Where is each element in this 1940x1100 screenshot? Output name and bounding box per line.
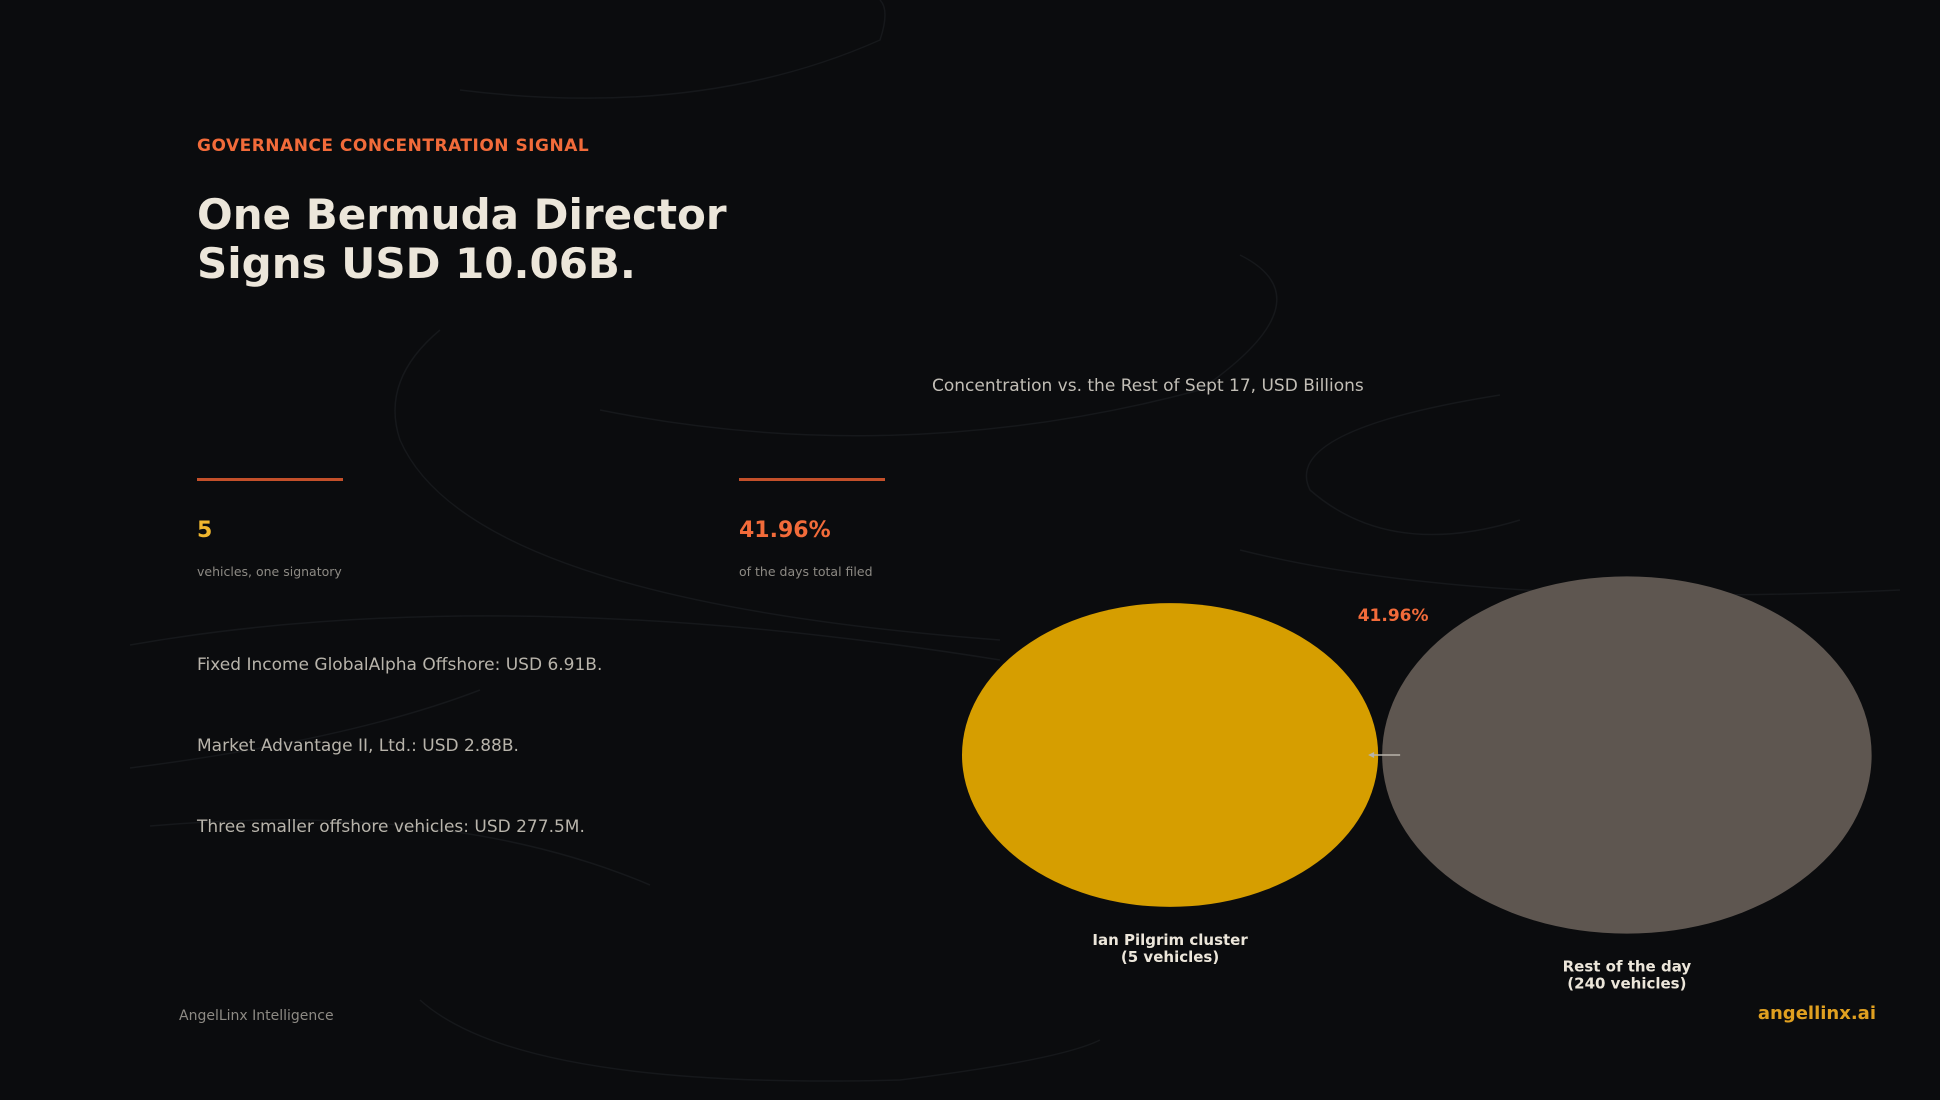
decor-arc	[599, 254, 1278, 437]
bubble-label: Ian Pilgrim cluster (5 vehicles)	[1092, 931, 1248, 966]
annotation-arrowhead	[1368, 752, 1375, 758]
footer-brand: AngelLinx Intelligence	[179, 1008, 334, 1024]
label-line: Rest of the day	[1563, 958, 1692, 976]
bubble	[1382, 576, 1872, 934]
annotation: 41.96%	[1358, 606, 1429, 626]
decor-arc	[129, 689, 481, 769]
decor-arc	[129, 615, 1001, 661]
label-line: (240 vehicles)	[1567, 975, 1686, 993]
decor-arc	[419, 999, 1101, 1082]
decor-arc	[1239, 549, 1901, 596]
decor-arc	[459, 0, 886, 99]
decor-arc	[394, 329, 1001, 641]
decor-arc	[149, 819, 651, 886]
bullet-text: Three smaller offshore vehicles: USD 277…	[197, 817, 585, 837]
stat-value: 41.96%	[739, 518, 831, 543]
bullet-text: Market Advantage II, Ltd.: USD 2.88B.	[197, 736, 519, 756]
bubble	[961, 603, 1379, 907]
stat-caption: vehicles, one signatory	[197, 564, 342, 579]
label-line: Ian Pilgrim cluster	[1092, 931, 1248, 949]
bullet-text: Fixed Income GlobalAlpha Offshore: USD 6…	[197, 655, 603, 675]
bubble-label: Rest of the day (240 vehicles)	[1563, 958, 1692, 993]
label-line: (5 vehicles)	[1121, 948, 1219, 966]
stat-caption: of the days total filed	[739, 564, 873, 579]
headline: One Bermuda Director Signs USD 10.06B.	[197, 190, 727, 288]
decor-arc	[1305, 394, 1521, 536]
stat-rule	[739, 478, 885, 481]
stat-rule	[197, 478, 343, 481]
chart-title: Concentration vs. the Rest of Sept 17, U…	[932, 376, 1364, 396]
footer-url: angellinx.ai	[1757, 1003, 1876, 1024]
kicker: GOVERNANCE CONCENTRATION SIGNAL	[197, 136, 590, 156]
stat-value: 5	[197, 518, 213, 543]
